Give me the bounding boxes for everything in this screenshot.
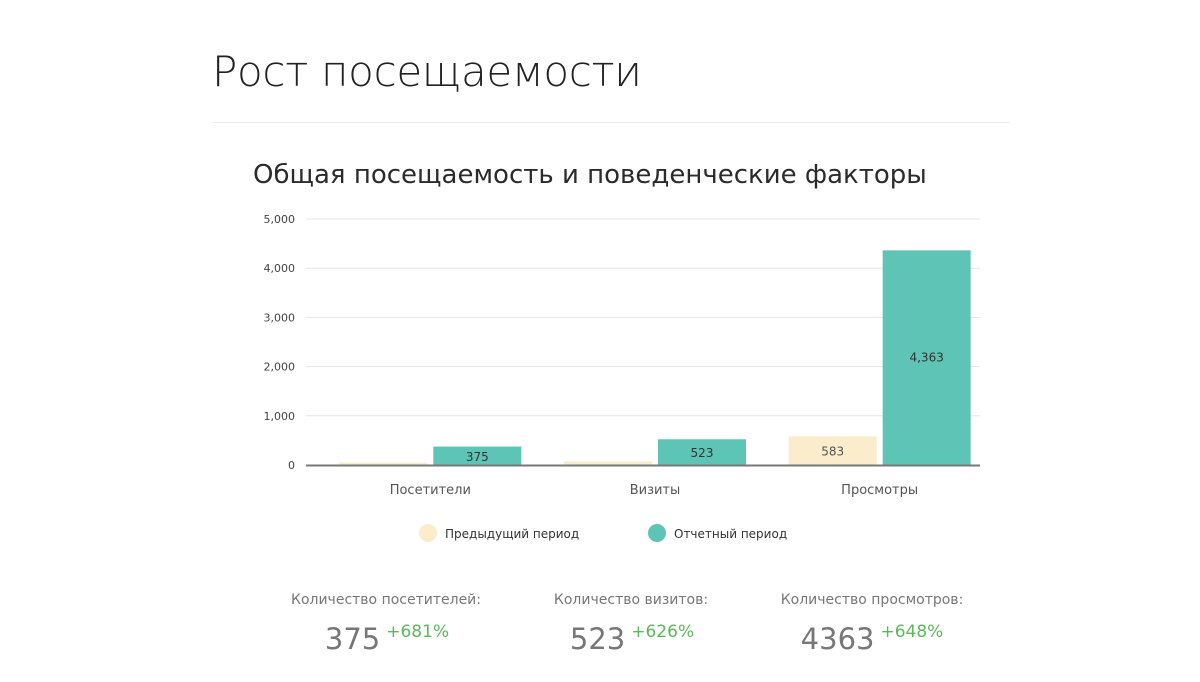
- bar-value-label: 523: [691, 446, 714, 460]
- x-tick-label: Посетители: [390, 483, 471, 498]
- chart-title: Общая посещаемость и поведенческие факто…: [253, 160, 927, 190]
- bar-current: [433, 446, 522, 465]
- x-axis-categories: Посетители Визиты Просмотры: [390, 483, 918, 498]
- page-title: Рост посещаемости: [212, 47, 642, 96]
- y-tick-label: 1,000: [264, 410, 296, 423]
- bar-labels: 375 523 583 4,363: [466, 351, 944, 464]
- legend-previous-label: Предыдущий период: [445, 527, 579, 541]
- x-tick-label: Визиты: [630, 483, 681, 498]
- x-tick-label: Просмотры: [841, 483, 918, 498]
- legend-current-label: Отчетный период: [674, 527, 787, 541]
- bar-previous: [339, 462, 428, 465]
- bar-previous: [564, 461, 652, 465]
- bar-current: [882, 250, 971, 465]
- bar-previous: [788, 436, 877, 465]
- legend: Предыдущий период Отчетный период: [419, 524, 787, 542]
- y-axis-ticks: 0 1,000 2,000 3,000 4,000 5,000: [264, 213, 296, 472]
- legend-current-swatch: [648, 524, 666, 542]
- bar-value-label: 583: [821, 445, 844, 459]
- y-tick-label: 3,000: [264, 311, 296, 324]
- bar-value-label: 375: [466, 450, 489, 464]
- bar-current: [658, 439, 746, 465]
- bars: [339, 250, 971, 465]
- y-tick-label: 0: [288, 459, 295, 472]
- title-divider: [212, 122, 1010, 123]
- grid-lines: [306, 218, 980, 417]
- y-tick-label: 4,000: [264, 262, 296, 275]
- y-tick-label: 2,000: [264, 361, 296, 374]
- legend-previous-swatch: [419, 524, 437, 542]
- bar-value-label: 4,363: [909, 351, 943, 365]
- y-tick-label: 5,000: [264, 213, 296, 226]
